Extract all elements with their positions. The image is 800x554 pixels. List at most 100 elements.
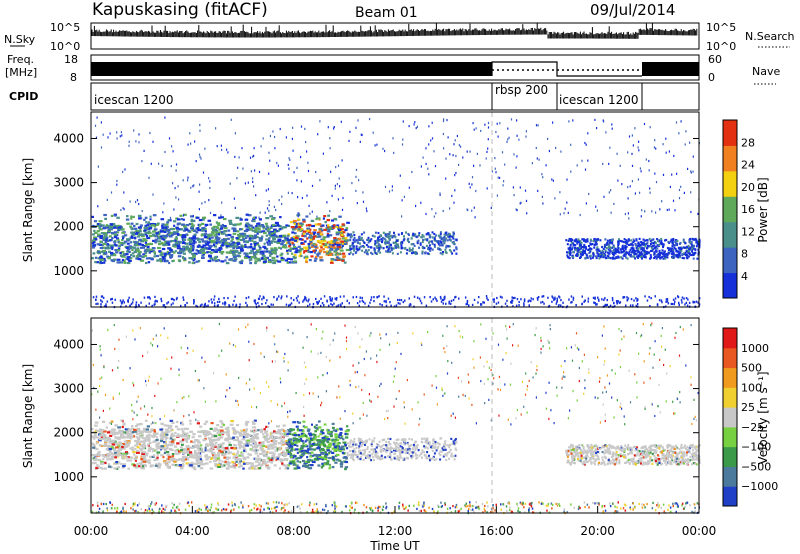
power-cell xyxy=(192,240,196,243)
power-cell xyxy=(110,223,113,226)
power-cell xyxy=(143,254,148,257)
power-cell xyxy=(308,259,312,262)
power-cell xyxy=(163,240,168,243)
power-cell xyxy=(105,239,109,242)
power-cell xyxy=(117,238,120,241)
power-cell xyxy=(279,216,282,219)
power-cell xyxy=(111,297,113,300)
velocity-cell xyxy=(232,428,236,431)
velocity-cell xyxy=(269,436,273,439)
velocity-cell xyxy=(140,460,143,463)
power-cell xyxy=(388,190,391,193)
power-cell xyxy=(245,236,248,240)
power-cell xyxy=(665,298,668,301)
power-cell xyxy=(319,249,323,252)
velocity-cell xyxy=(282,435,285,439)
power-cell xyxy=(265,247,269,251)
power-cell xyxy=(309,241,313,245)
power-cell xyxy=(274,240,278,243)
velocity-cell xyxy=(258,462,261,465)
power-cell xyxy=(225,256,228,259)
power-cell xyxy=(341,237,345,240)
velocity-cell xyxy=(138,462,143,465)
power-cell xyxy=(567,247,570,250)
power-cell xyxy=(433,150,435,153)
power-cell xyxy=(530,297,532,300)
power-cell xyxy=(471,209,473,212)
power-cell xyxy=(327,229,330,232)
power-cell xyxy=(254,260,258,263)
power-cell xyxy=(575,248,578,251)
power-cell xyxy=(281,195,283,198)
power-cell xyxy=(132,224,136,228)
power-cell xyxy=(661,301,663,304)
power-cell xyxy=(407,237,410,240)
power-cell xyxy=(266,228,271,231)
power-cell xyxy=(155,299,157,302)
power-cell xyxy=(558,304,560,307)
power-cell xyxy=(369,301,371,304)
power-cell xyxy=(213,256,217,259)
power-cell xyxy=(662,244,665,247)
velocity-cell xyxy=(165,444,169,447)
power-cell xyxy=(329,296,331,299)
power-cell xyxy=(157,222,160,225)
power-cell xyxy=(682,257,685,260)
power-cell xyxy=(321,302,324,305)
velocity-cell xyxy=(209,460,212,463)
power-cell xyxy=(420,165,422,168)
power-cell xyxy=(597,254,600,257)
power-cell xyxy=(605,246,608,250)
power-cell xyxy=(329,137,331,140)
power-cell xyxy=(252,247,256,250)
power-cell xyxy=(209,257,214,260)
power-cell xyxy=(161,256,165,259)
power-cell xyxy=(164,254,167,257)
velocity-cell xyxy=(157,465,161,468)
power-cell xyxy=(236,242,241,245)
power-cell xyxy=(110,214,114,217)
power-cell xyxy=(643,249,646,253)
power-cell xyxy=(213,304,216,307)
power-cell xyxy=(289,247,292,250)
power-cell xyxy=(626,257,629,260)
velocity-cell xyxy=(121,466,125,469)
power-cell xyxy=(307,223,312,227)
power-cell xyxy=(404,247,407,250)
power-cell xyxy=(269,159,271,162)
power-cell xyxy=(292,219,297,223)
velocity-cell xyxy=(318,443,321,446)
power-cell xyxy=(220,260,225,263)
power-cell xyxy=(252,155,254,158)
velocity-cell xyxy=(227,435,231,438)
power-cell xyxy=(639,191,641,194)
power-cell xyxy=(316,302,319,305)
power-cell xyxy=(97,235,101,238)
power-cell xyxy=(622,247,624,250)
velocity-cell xyxy=(253,419,257,422)
velocity-cell xyxy=(243,433,246,436)
power-cell xyxy=(531,162,533,165)
power-cell xyxy=(265,189,267,192)
power-cell xyxy=(198,190,200,193)
power-cell xyxy=(337,164,340,167)
power-cell xyxy=(160,297,162,300)
power-cell xyxy=(617,179,619,182)
power-cell xyxy=(185,233,188,236)
power-cell xyxy=(367,239,370,242)
power-cell xyxy=(643,255,646,258)
power-cell xyxy=(148,235,153,238)
power-cell xyxy=(449,238,452,241)
power-cell xyxy=(613,257,616,260)
power-cell xyxy=(252,216,255,219)
power-cell xyxy=(95,302,97,305)
velocity-cell xyxy=(93,445,96,448)
power-cell xyxy=(326,234,330,237)
power-cell xyxy=(690,191,692,194)
power-cell xyxy=(350,247,353,250)
power-cell xyxy=(589,238,592,241)
power-cell xyxy=(138,141,140,144)
power-cell xyxy=(182,296,184,299)
power-cell xyxy=(258,247,262,251)
power-cell xyxy=(683,191,685,194)
